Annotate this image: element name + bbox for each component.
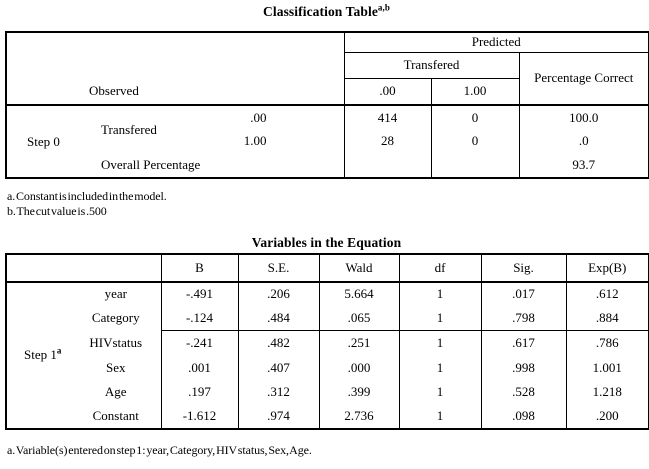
column-header-B: B	[160, 254, 238, 283]
overall-percentage-label-cell: Overall Percentage	[101, 157, 201, 172]
value-cell: 28	[343, 129, 432, 153]
percentage-correct-header-cell: Percentage Correct	[518, 52, 649, 106]
value-cell: .200	[565, 404, 649, 429]
empty-cell	[430, 153, 520, 178]
variables-in-equation-footnote: a. Variable(s) entered on step 1: year, …	[7, 443, 312, 457]
table-row: Step 0 Transfered .00 414 0 100.0	[6, 105, 649, 149]
value-cell: -.491	[160, 281, 238, 307]
value-cell: .197	[160, 379, 238, 405]
classification-table-title-text: Classification Table	[263, 4, 378, 19]
variable-label-cell: Constant	[92, 408, 139, 424]
value-cell: 2.736	[318, 404, 399, 429]
table-row: Overall Percentage 93.7	[6, 153, 649, 178]
value-cell: .786	[565, 330, 649, 356]
value-cell: .617	[480, 330, 566, 356]
value-cell: .612	[565, 281, 649, 307]
value-cell: .884	[565, 306, 649, 331]
value-cell: .206	[237, 281, 319, 307]
table-row: 1.00 28 0 .0	[6, 129, 649, 153]
value-cell: 1	[398, 330, 481, 356]
value-cell: .098	[480, 404, 566, 429]
value-cell: -.241	[160, 330, 238, 356]
column-header-ExpB: Exp(B)	[565, 254, 649, 283]
table-row: Step 1a year -.491 .206 5.664 1 .017 .61…	[6, 281, 649, 362]
value-cell: .017	[480, 281, 566, 307]
classification-table-footnotes: a. Constant is included in the model. b.…	[7, 189, 167, 219]
value-cell: 5.664	[318, 281, 399, 307]
table-row: HIVstatus -.241 .482 .251 1 .617 .786	[6, 330, 649, 356]
classification-table: Observed Predicted Transfered Percentage…	[5, 31, 649, 179]
value-cell: .482	[237, 330, 319, 356]
value-cell: .974	[237, 404, 319, 429]
step1-label-cell: Step 1a	[6, 282, 71, 429]
empty-header-cell	[6, 254, 161, 283]
value-cell: 1	[398, 355, 481, 380]
value-cell: 1	[398, 379, 481, 405]
value-cell: 100.0	[518, 105, 649, 129]
step0-label-cell: Step 0	[27, 133, 60, 149]
transfered-header-cell: Transfered	[343, 52, 520, 79]
table-row: Category -.124 .484 .065 1 .798 .884	[6, 306, 649, 331]
value-cell: .000	[318, 355, 399, 380]
classification-table-title-superscript: a,b	[377, 2, 390, 13]
empty-cell	[343, 153, 432, 178]
value-cell: .798	[480, 306, 566, 331]
variable-label-cell: year	[104, 286, 127, 302]
value-cell: .399	[318, 379, 399, 405]
value-cell: 1.218	[565, 379, 649, 405]
variable-label-cell: Age	[104, 384, 127, 400]
value-cell: 1	[398, 281, 481, 307]
transfered-group-label-cell: Transfered	[101, 121, 157, 137]
variable-label-cell: Sex	[106, 359, 126, 375]
column-header-SE: S.E.	[237, 254, 319, 283]
predicted-header-cell: Predicted	[343, 32, 649, 53]
value-cell: -.124	[160, 306, 238, 331]
value-cell: 414	[343, 105, 432, 129]
column-header-df: df	[398, 254, 481, 283]
value-cell: .998	[480, 355, 566, 380]
table-row: Constant -1.612 .974 2.736 1 .098 .200	[6, 404, 649, 429]
predicted-100-header-cell: 1.00	[430, 78, 520, 106]
value-cell: .065	[318, 306, 399, 331]
value-cell: 1	[398, 404, 481, 429]
table-row: Age .197 .312 .399 1 .528 1.218	[6, 379, 649, 405]
value-cell: .528	[480, 379, 566, 405]
value-cell: 93.7	[518, 153, 649, 178]
step1-label: Step 1	[24, 347, 57, 363]
step1-superscript: a	[56, 345, 62, 356]
category-100-cell: 1.00	[243, 133, 267, 148]
category-00-cell: .00	[250, 109, 267, 125]
predicted-00-header-cell: .00	[343, 78, 432, 106]
value-cell: .251	[318, 330, 399, 356]
value-cell: -1.612	[160, 404, 238, 429]
value-cell: .407	[237, 355, 319, 380]
variable-label-cell: Category	[91, 310, 140, 326]
classification-table-title: Classification Tablea,b	[5, 2, 648, 20]
table-row: Sex .001 .407 .000 1 .998 1.001	[6, 355, 649, 380]
footnote-b: b. The cut value is .500	[7, 204, 107, 218]
column-header-Sig: Sig.	[480, 254, 566, 283]
value-cell: 1.001	[565, 355, 649, 380]
footnote-a: a. Constant is included in the model.	[7, 189, 167, 203]
observed-header-cell: Observed	[6, 32, 345, 106]
variables-in-equation-table: B S.E. Wald df Sig. Exp(B) Step 1a year …	[5, 253, 649, 430]
value-cell: 1	[398, 306, 481, 331]
value-cell: 0	[430, 129, 520, 153]
value-cell: .312	[237, 379, 319, 405]
variable-label-cell: HIVstatus	[89, 334, 143, 350]
value-cell: .484	[237, 306, 319, 331]
column-header-Wald: Wald	[318, 254, 399, 283]
value-cell: .0	[518, 129, 649, 153]
value-cell: 0	[430, 105, 520, 129]
variables-in-equation-title: Variables in the Equation	[251, 235, 402, 250]
value-cell: .001	[160, 355, 238, 380]
